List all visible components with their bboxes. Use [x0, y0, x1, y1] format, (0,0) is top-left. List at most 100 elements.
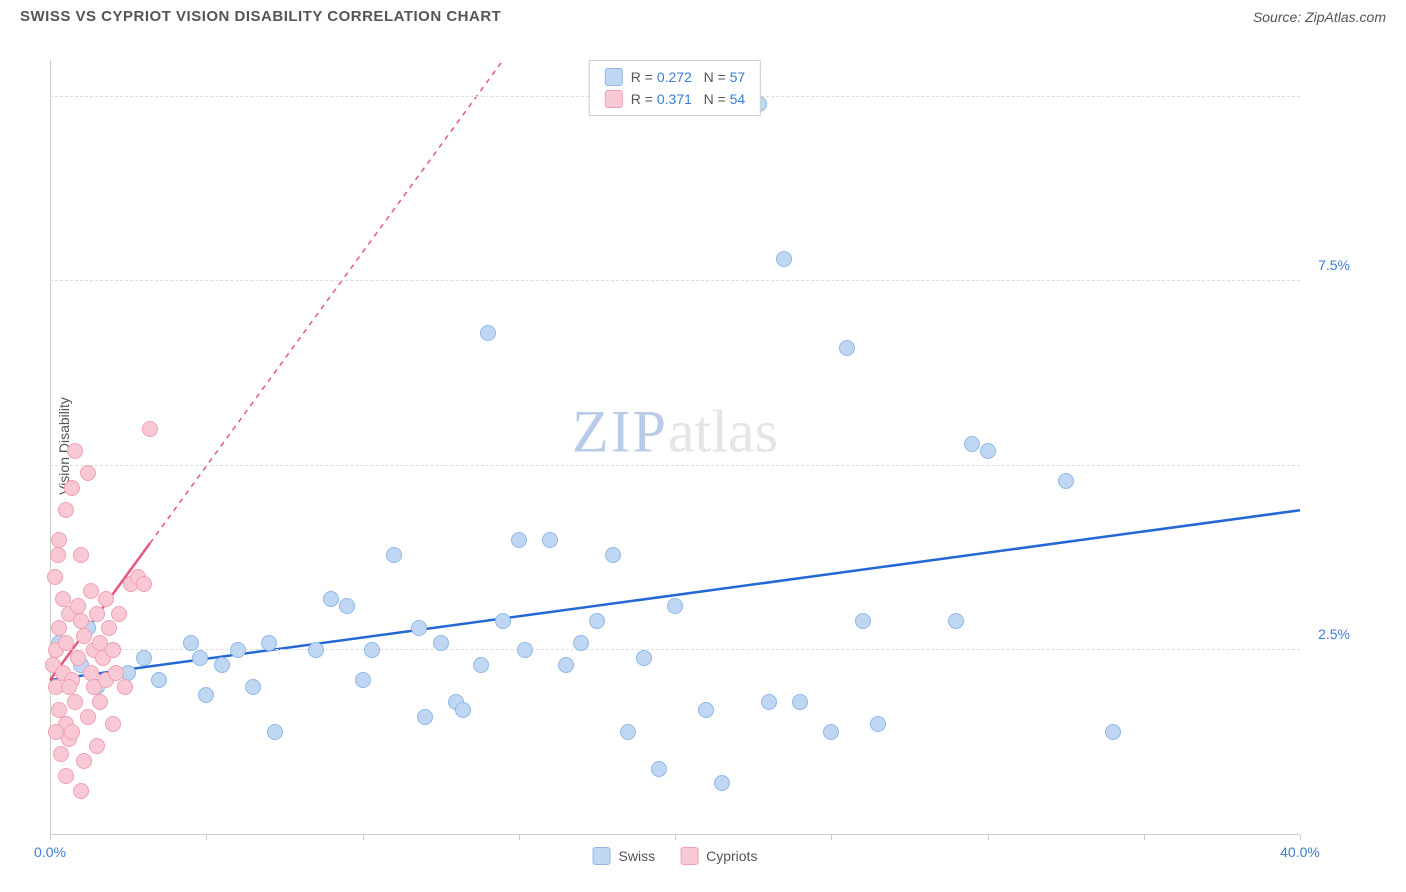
legend-item: Cypriots — [680, 847, 757, 865]
scatter-point — [70, 598, 86, 614]
gridline-h — [50, 465, 1300, 466]
x-tick — [363, 835, 364, 840]
scatter-point — [67, 694, 83, 710]
scatter-point — [48, 724, 64, 740]
scatter-point — [183, 635, 199, 651]
chart-source: Source: ZipAtlas.com — [1253, 9, 1386, 25]
scatter-point — [64, 724, 80, 740]
scatter-point — [117, 679, 133, 695]
series-legend: Swiss Cypriots — [593, 847, 758, 865]
scatter-point — [58, 635, 74, 651]
scatter-point — [64, 480, 80, 496]
scatter-point — [433, 635, 449, 651]
scatter-point — [61, 679, 77, 695]
scatter-point — [111, 606, 127, 622]
scatter-point — [573, 635, 589, 651]
scatter-point — [308, 642, 324, 658]
scatter-point — [70, 650, 86, 666]
scatter-point — [870, 716, 886, 732]
scatter-point — [792, 694, 808, 710]
scatter-point — [214, 657, 230, 673]
scatter-point — [76, 753, 92, 769]
scatter-point — [198, 687, 214, 703]
scatter-point — [964, 436, 980, 452]
scatter-point — [105, 642, 121, 658]
trend-line-dashed — [150, 60, 503, 543]
legend-text: R = 0.272 N = 57 — [631, 69, 745, 85]
scatter-point — [58, 502, 74, 518]
scatter-point — [1105, 724, 1121, 740]
legend-item: Swiss — [593, 847, 656, 865]
scatter-point — [339, 598, 355, 614]
scatter-point — [517, 642, 533, 658]
scatter-point — [620, 724, 636, 740]
legend-swatch — [605, 90, 623, 108]
scatter-point — [89, 606, 105, 622]
scatter-point — [761, 694, 777, 710]
scatter-point — [776, 251, 792, 267]
correlation-legend: R = 0.272 N = 57 R = 0.371 N = 54 — [589, 60, 761, 116]
scatter-point — [839, 340, 855, 356]
legend-swatch — [605, 68, 623, 86]
x-tick — [988, 835, 989, 840]
scatter-point — [151, 672, 167, 688]
scatter-point — [92, 694, 108, 710]
scatter-point — [98, 591, 114, 607]
scatter-point — [714, 775, 730, 791]
x-tick — [206, 835, 207, 840]
scatter-point — [323, 591, 339, 607]
legend-swatch — [680, 847, 698, 865]
scatter-point — [364, 642, 380, 658]
chart-title: SWISS VS CYPRIOT VISION DISABILITY CORRE… — [20, 8, 501, 25]
legend-label: Swiss — [619, 848, 656, 864]
legend-swatch — [593, 847, 611, 865]
scatter-point — [73, 547, 89, 563]
scatter-chart: ZIPatlas R = 0.272 N = 57R = 0.371 N = 5… — [50, 60, 1300, 835]
x-tick — [50, 835, 51, 840]
scatter-point — [542, 532, 558, 548]
scatter-point — [230, 642, 246, 658]
x-tick-label: 0.0% — [34, 844, 66, 860]
scatter-point — [411, 620, 427, 636]
scatter-point — [636, 650, 652, 666]
scatter-point — [355, 672, 371, 688]
x-tick — [1300, 835, 1301, 840]
scatter-point — [495, 613, 511, 629]
scatter-point — [1058, 473, 1074, 489]
legend-text: R = 0.371 N = 54 — [631, 91, 745, 107]
scatter-point — [51, 532, 67, 548]
scatter-point — [698, 702, 714, 718]
scatter-point — [108, 665, 124, 681]
scatter-point — [80, 465, 96, 481]
scatter-point — [511, 532, 527, 548]
scatter-point — [53, 746, 69, 762]
scatter-point — [948, 613, 964, 629]
scatter-point — [76, 628, 92, 644]
scatter-point — [51, 702, 67, 718]
scatter-point — [50, 547, 66, 563]
legend-row: R = 0.371 N = 54 — [605, 88, 745, 110]
scatter-point — [55, 591, 71, 607]
gridline-h — [50, 280, 1300, 281]
scatter-point — [80, 709, 96, 725]
scatter-point — [101, 620, 117, 636]
trend-lines — [50, 60, 1300, 835]
scatter-point — [245, 679, 261, 695]
legend-row: R = 0.272 N = 57 — [605, 66, 745, 88]
scatter-point — [136, 576, 152, 592]
scatter-point — [823, 724, 839, 740]
chart-header: SWISS VS CYPRIOT VISION DISABILITY CORRE… — [0, 0, 1406, 30]
scatter-point — [67, 443, 83, 459]
scatter-point — [605, 547, 621, 563]
y-tick-label: 7.5% — [1318, 257, 1350, 273]
scatter-point — [261, 635, 277, 651]
scatter-point — [480, 325, 496, 341]
legend-label: Cypriots — [706, 848, 757, 864]
scatter-point — [51, 620, 67, 636]
scatter-point — [386, 547, 402, 563]
scatter-point — [47, 569, 63, 585]
scatter-point — [855, 613, 871, 629]
scatter-point — [417, 709, 433, 725]
scatter-point — [142, 421, 158, 437]
scatter-point — [73, 613, 89, 629]
